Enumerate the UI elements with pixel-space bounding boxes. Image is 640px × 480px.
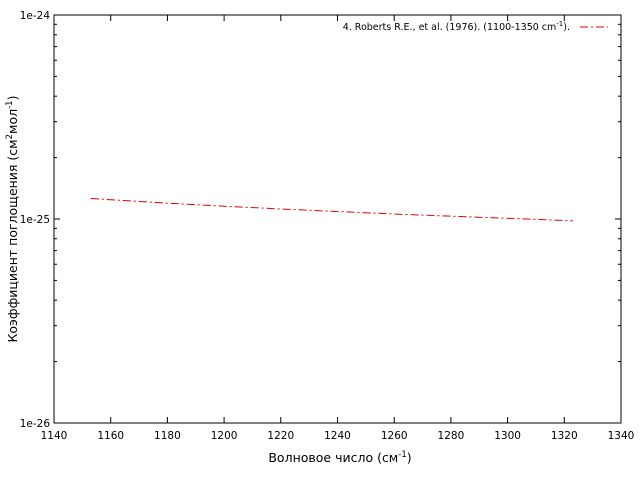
y-axis-ticks: 1e-26 1e-25 1e-24 bbox=[20, 10, 621, 430]
x-tick-label: 1200 bbox=[211, 430, 238, 442]
x-axis-title: Волновое число (см-1) bbox=[268, 450, 411, 465]
x-tick-label: 1160 bbox=[97, 430, 124, 442]
legend: 4. Roberts R.E., et al. (1976). (1100-13… bbox=[343, 20, 608, 33]
series-line bbox=[90, 198, 573, 222]
x-tick-label: 1280 bbox=[438, 430, 465, 442]
x-tick-label: 1260 bbox=[381, 430, 408, 442]
x-tick-label: 1300 bbox=[494, 430, 521, 442]
x-axis-ticks: 1140 1160 1180 1200 1220 1240 1260 1280 1300 1320… bbox=[41, 15, 635, 442]
x-tick-label: 1320 bbox=[551, 430, 578, 442]
plot-frame bbox=[53, 14, 622, 424]
y-tick-label: 1e-25 bbox=[20, 214, 50, 226]
x-tick-label: 1220 bbox=[267, 430, 294, 442]
x-tick-label: 1140 bbox=[41, 430, 68, 442]
legend-label: 4. Roberts R.E., et al. (1976). (1100-13… bbox=[343, 20, 570, 33]
y-tick-label: 1e-24 bbox=[20, 10, 51, 22]
x-tick-label: 1240 bbox=[324, 430, 351, 442]
y-axis-title: Коэффициент поглощения (см2мол-1) bbox=[5, 96, 20, 343]
y-tick-label: 1e-26 bbox=[20, 418, 51, 430]
series-layer bbox=[90, 198, 573, 222]
x-tick-label: 1180 bbox=[154, 430, 181, 442]
x-tick-label: 1340 bbox=[608, 430, 635, 442]
